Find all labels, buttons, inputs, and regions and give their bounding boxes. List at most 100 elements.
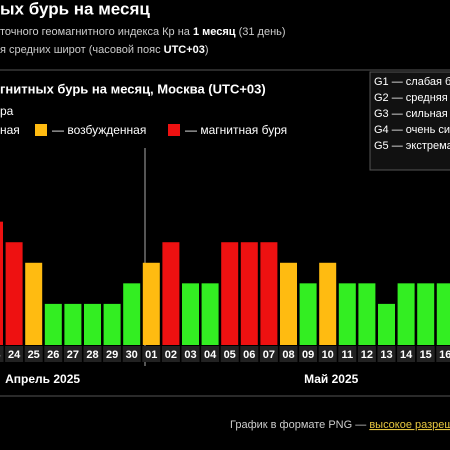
x-tick-box [279, 346, 298, 362]
x-tick-box [142, 346, 161, 362]
bar [280, 262, 297, 345]
x-tick-label: 15 [420, 349, 432, 361]
x-tick-box [357, 346, 376, 362]
x-tick-box [201, 346, 220, 362]
bar [397, 283, 415, 345]
bar [123, 283, 141, 345]
x-tick-label: 28 [86, 349, 98, 361]
x-tick-label: 27 [67, 349, 79, 361]
x-tick-box [397, 346, 416, 362]
page-title: ых бурь на месяц [0, 0, 150, 18]
footer: График в формате PNG — высокое разрешени… [230, 419, 450, 431]
bar [5, 242, 23, 345]
x-tick-label: 11 [341, 349, 353, 361]
bar [338, 283, 356, 345]
x-tick-label: 14 [400, 349, 413, 361]
subtitle: я средних широт (часовой пояс UTC+03) [0, 44, 209, 56]
storm-scale-item: G5 — экстрема [374, 140, 450, 152]
storm-scale-item: G4 — очень си [374, 124, 450, 136]
subtitle-part: 1 месяц [193, 26, 236, 38]
x-tick-box [318, 346, 337, 362]
x-tick-box [103, 346, 122, 362]
bar [162, 242, 180, 345]
subtitle-part: ) [205, 44, 209, 56]
bar [0, 221, 3, 345]
subtitle-part: UTC+03 [164, 44, 205, 56]
bar [64, 303, 82, 345]
bar [299, 283, 317, 345]
bar [378, 303, 395, 345]
storm-scale-item: G1 — слабая бу [374, 76, 450, 88]
legend-label: — возбужденная [52, 123, 146, 137]
x-tick-box [377, 346, 396, 362]
legend-swatch [35, 124, 47, 136]
subtitle-part: точного геомагнитного индекса Кр на [0, 26, 193, 38]
storm-scale-item: G3 — сильная [374, 108, 448, 120]
x-tick-label: 12 [361, 349, 373, 361]
x-tick-label: 03 [184, 349, 196, 361]
x-tick-label: 16 [439, 349, 450, 361]
x-tick-label: 09 [302, 349, 314, 361]
x-tick-label: 07 [263, 349, 275, 361]
x-tick-box [436, 346, 450, 362]
x-tick-box [416, 346, 435, 362]
x-tick-label: 29 [106, 349, 118, 361]
bar [221, 242, 239, 345]
bar [436, 283, 450, 345]
bar [103, 303, 121, 345]
footer-text: График в формате PNG — [230, 419, 369, 431]
month-label: Апрель 2025 [5, 372, 80, 386]
bar [44, 303, 62, 345]
x-tick-box [44, 346, 63, 362]
storm-scale-box [369, 71, 450, 171]
x-tick-box [5, 346, 24, 362]
bar [240, 242, 258, 345]
bar [358, 283, 376, 345]
chart-title: гнитных бурь на месяц, Москва (UTC+03) [0, 81, 266, 96]
legend-label: ная [0, 123, 20, 137]
footer-link[interactable]: высокое разрешение [369, 419, 450, 431]
x-tick-box [338, 346, 357, 362]
bar [182, 283, 199, 345]
x-tick-box [24, 346, 43, 362]
x-tick-label: 05 [224, 349, 236, 361]
x-tick-label: 23 [0, 349, 1, 361]
bar [417, 283, 435, 345]
subtitle-part: (31 день) [236, 26, 286, 38]
x-tick-label: 25 [28, 349, 40, 361]
month-label: Май 2025 [304, 372, 359, 386]
bar [260, 242, 278, 345]
x-tick-box [259, 346, 278, 362]
x-tick-box [161, 346, 180, 362]
x-tick-box [240, 346, 259, 362]
x-tick-label: 10 [322, 349, 334, 361]
bar [84, 303, 101, 345]
subtitle-part: я средних широт (часовой пояс [0, 44, 164, 56]
x-tick-box [181, 346, 200, 362]
bar [201, 283, 219, 345]
bar [142, 262, 160, 345]
x-tick-box [0, 346, 4, 362]
subtitle: точного геомагнитного индекса Кр на 1 ме… [0, 26, 286, 38]
x-tick-label: 01 [145, 349, 157, 361]
x-tick-label: 30 [126, 349, 138, 361]
legend-label: — магнитная буря [185, 123, 287, 137]
bar [319, 262, 337, 345]
x-tick-label: 02 [165, 349, 177, 361]
bar [25, 262, 43, 345]
legend-title: ра [0, 104, 14, 118]
legend-swatch [168, 124, 180, 136]
x-tick-label: 08 [282, 349, 294, 361]
x-tick-box [63, 346, 82, 362]
x-tick-box [299, 346, 318, 362]
x-tick-label: 04 [204, 349, 217, 361]
x-tick-box [220, 346, 239, 362]
storm-scale-item: G2 — средняя [374, 92, 448, 104]
x-tick-label: 06 [243, 349, 255, 361]
x-tick-label: 24 [8, 349, 21, 361]
x-tick-label: 13 [380, 349, 392, 361]
x-tick-label: 26 [47, 349, 59, 361]
x-tick-box [83, 346, 102, 362]
x-tick-box [122, 346, 141, 362]
